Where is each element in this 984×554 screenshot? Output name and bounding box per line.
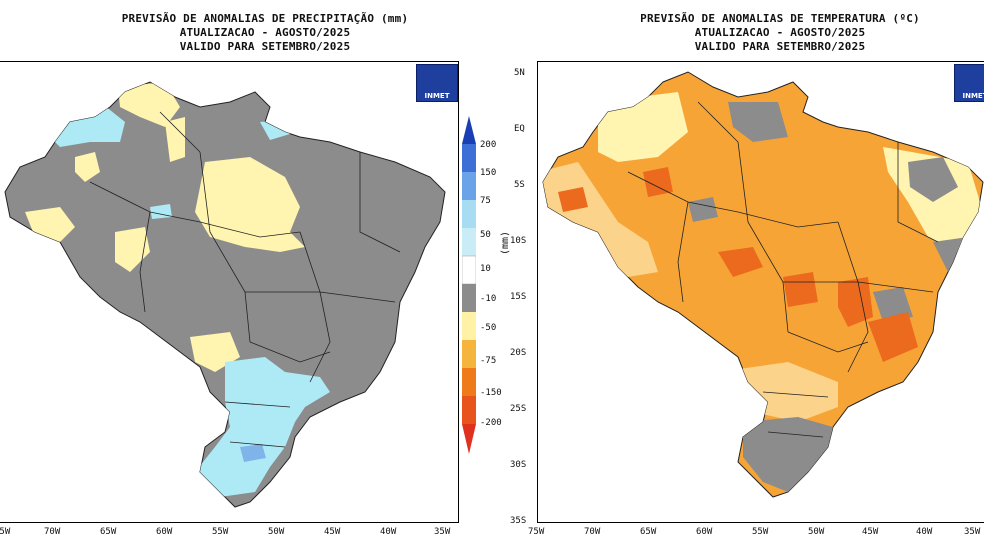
inmet-logo: INMET	[954, 64, 984, 102]
lon-tick: 60W	[696, 527, 713, 537]
lon-tick: 55W	[212, 527, 229, 537]
lon-tick: 65W	[100, 527, 117, 537]
precipitation-map-panel: INMET	[0, 61, 459, 523]
lon-tick: 40W	[380, 527, 397, 537]
lon-tick: 70W	[584, 527, 601, 537]
anomaly-darkorange-southeast	[868, 312, 918, 362]
colorbar-label: 150	[480, 168, 497, 178]
colorbar-step	[462, 144, 476, 172]
title-line-1: PREVISÃO DE ANOMALIAS DE TEMPERATURA (ºC…	[640, 12, 920, 25]
colorbar-step	[462, 284, 476, 312]
lat-tick: EQ	[514, 124, 525, 134]
colorbar-step	[462, 368, 476, 396]
title-line-3: VALIDO PARA SETEMBRO/2025	[694, 40, 866, 53]
title-line-3: VALIDO PARA SETEMBRO/2025	[179, 40, 351, 53]
colorbar-bottom-arrow	[462, 424, 476, 454]
lon-tick: 45W	[862, 527, 879, 537]
anomaly-yellow-mid	[115, 227, 150, 272]
lon-tick: 35W	[434, 527, 451, 537]
anomaly-blue-south	[195, 357, 330, 497]
colorbar-step	[462, 228, 476, 256]
lon-tick: 35W	[964, 527, 981, 537]
lon-tick: 50W	[808, 527, 825, 537]
lon-tick: 45W	[324, 527, 341, 537]
colorbar-label: -50	[480, 323, 497, 333]
brazil-shape	[4, 81, 446, 508]
lon-tick: 75W	[528, 527, 545, 537]
lat-tick: 25S	[510, 404, 527, 414]
anomaly-gray-northeast	[908, 157, 958, 202]
colorbar-label: -150	[480, 388, 502, 398]
colorbar-step	[462, 340, 476, 368]
anomaly-darkorange-center	[718, 247, 763, 277]
temperature-map-panel: INMET	[537, 61, 984, 523]
colorbar-label: 10	[480, 264, 491, 274]
colorbar-step	[462, 255, 476, 285]
temperature-map	[542, 71, 984, 498]
state-borders	[89, 111, 401, 448]
inmet-logo: INMET	[416, 64, 458, 102]
lon-tick: 60W	[156, 527, 173, 537]
lat-tick: 30S	[510, 460, 527, 470]
lon-tick: 40W	[916, 527, 933, 537]
anomaly-yellow-spot	[75, 152, 100, 182]
colorbar-label: -75	[480, 356, 497, 366]
colorbar-step	[462, 200, 476, 228]
lon-tick: 75W	[0, 527, 11, 537]
colorbar-label: -200	[480, 418, 502, 428]
colorbar-label: 75	[480, 196, 491, 206]
anomaly-darkorange-north	[643, 167, 673, 197]
colorbar-label: -10	[480, 294, 497, 304]
anomaly-lightyellow-northwest	[598, 92, 688, 162]
lon-tick: 70W	[44, 527, 61, 537]
precipitation-colorbar	[462, 116, 476, 454]
colorbar-step	[462, 312, 476, 340]
colorbar-label: 200	[480, 140, 497, 150]
lat-tick: 5N	[514, 68, 525, 78]
lat-tick: 35S	[510, 516, 527, 526]
lon-tick: 50W	[268, 527, 285, 537]
logo-text: INMET	[962, 92, 984, 100]
title-line-1: PREVISÃO DE ANOMALIAS DE PRECIPITAÇÃO (m…	[121, 12, 409, 25]
title-line-2: ATUALIZACAO - AGOSTO/2025	[179, 26, 351, 39]
colorbar-step	[462, 172, 476, 200]
anomaly-gray-north	[728, 102, 788, 142]
colorbar-top-arrow	[462, 116, 476, 144]
lat-tick: 15S	[510, 292, 527, 302]
anomaly-darkorange-mid	[783, 272, 818, 307]
anomaly-darkorange-west	[558, 187, 588, 212]
lat-tick: 5S	[514, 180, 525, 190]
title-line-2: ATUALIZACAO - AGOSTO/2025	[694, 26, 866, 39]
lat-tick: 10S	[510, 236, 527, 246]
anomaly-yellow-north	[118, 82, 180, 127]
anomaly-midblue-spot	[240, 444, 266, 462]
state-borders	[627, 101, 939, 438]
precipitation-map-title: PREVISÃO DE ANOMALIAS DE PRECIPITAÇÃO (m…	[40, 12, 490, 54]
colorbar-step	[462, 396, 476, 424]
precipitation-map	[4, 81, 446, 508]
lon-tick: 65W	[640, 527, 657, 537]
temperature-map-title: PREVISÃO DE ANOMALIAS DE TEMPERATURA (ºC…	[540, 12, 984, 54]
anomaly-yellow-center	[195, 157, 305, 252]
lon-tick: 55W	[752, 527, 769, 537]
lat-tick: 20S	[510, 348, 527, 358]
colorbar-label: 50	[480, 230, 491, 240]
anomaly-yellow-strip	[165, 117, 185, 162]
logo-text: INMET	[424, 92, 450, 100]
